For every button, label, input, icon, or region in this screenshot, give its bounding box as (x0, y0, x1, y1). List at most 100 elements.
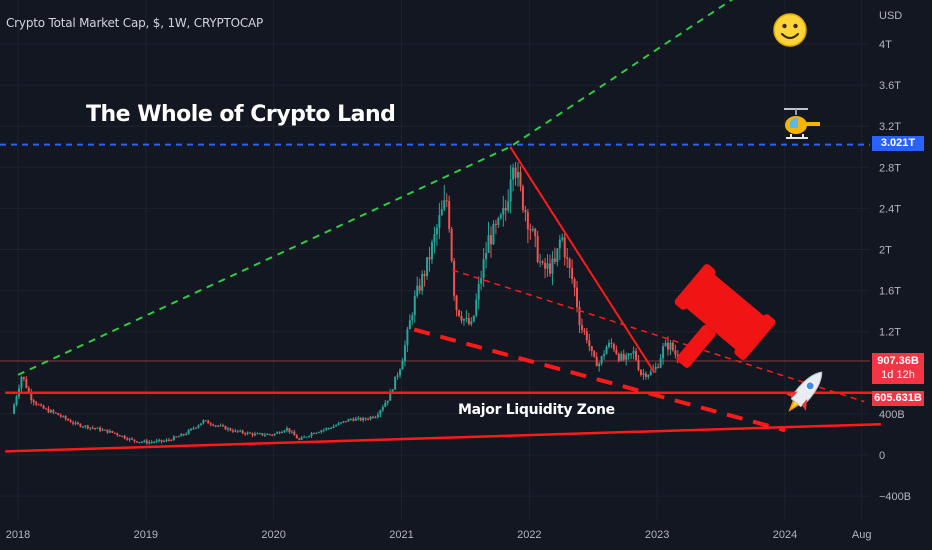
candle-body-173 (438, 215, 441, 229)
candle-body-252 (632, 351, 635, 354)
candle-body-50 (135, 441, 138, 443)
candle-body-92 (239, 430, 242, 432)
liquidity-zone-label: Major Liquidity Zone (458, 402, 615, 418)
price-tick-label-9: 0 (879, 450, 885, 462)
candle-body-20 (62, 416, 65, 418)
candle-body-185 (467, 318, 470, 325)
candle-body-248 (622, 353, 625, 360)
candle-body-88 (229, 428, 232, 431)
candle-body-168 (426, 257, 429, 276)
candle-body-163 (413, 295, 416, 316)
price-tick-label-3: 2.8T (879, 162, 901, 174)
candle-body-196 (494, 223, 497, 225)
candle-body-89 (231, 430, 234, 432)
candle-body-109 (281, 431, 284, 434)
candle-body-202 (509, 179, 512, 202)
candle-body-93 (241, 430, 244, 434)
rising-floor-line[interactable] (5, 422, 881, 453)
candle-body-264 (662, 346, 665, 359)
candle-body-214 (539, 261, 542, 263)
candle-body-9 (35, 402, 38, 405)
candle-body-98 (253, 433, 256, 436)
bar-countdown: 1d 12h (881, 369, 915, 381)
candle-body-256 (642, 373, 645, 375)
candle-body-25 (74, 422, 77, 424)
candle-body-195 (492, 223, 495, 245)
candle-body-110 (283, 430, 286, 432)
candle-body-238 (598, 363, 601, 367)
candle-body-51 (138, 441, 141, 443)
support-price-badge: 605.631B (872, 391, 924, 406)
price-axis[interactable]: 4T 3.6T 3.2T 2.8T 2.4T 2T 1.6T 1.2T 400B 0 −400B (879, 39, 911, 503)
candle-body-118 (303, 436, 306, 438)
candle-body-226 (568, 258, 571, 269)
candle-body-113 (290, 431, 293, 433)
lower-channel-dashed-line[interactable] (413, 327, 786, 433)
candle-body-231 (580, 325, 583, 331)
helicopter-icon (784, 108, 820, 139)
candle-body-154 (391, 389, 394, 392)
candle-body-255 (639, 370, 642, 375)
candle-body-99 (256, 433, 259, 435)
candle-body-112 (288, 428, 291, 433)
candle-body-94 (244, 433, 247, 435)
candle-body-182 (460, 315, 463, 321)
candle-body-17 (54, 412, 57, 414)
candle-body-128 (327, 428, 330, 430)
candle-body-193 (487, 235, 490, 253)
candle-body-212 (534, 228, 537, 237)
candle-body-266 (666, 342, 669, 350)
time-tick-label-6: 2024 (773, 529, 797, 541)
candle-body-46 (126, 438, 129, 440)
trend-drawings[interactable] (0, 0, 913, 453)
candle-body-1 (15, 396, 18, 405)
candle-body-203 (512, 167, 515, 180)
candle-body-233 (585, 331, 588, 341)
candle-body-206 (519, 171, 522, 187)
candle-body-235 (590, 346, 593, 352)
candle-body-126 (322, 429, 325, 431)
downtrend-resistance-line[interactable] (509, 146, 656, 374)
smiley-face-icon (773, 13, 807, 47)
candle-body-56 (150, 441, 153, 443)
candle-body-117 (300, 437, 303, 440)
candle-body-121 (310, 433, 313, 436)
candle-body-40 (111, 430, 114, 433)
candle-body-232 (583, 330, 586, 332)
candle-body-181 (458, 310, 461, 316)
candle-body-134 (342, 421, 345, 423)
candle-body-74 (194, 427, 197, 429)
candle-body-267 (669, 342, 672, 350)
candle-body-30 (86, 425, 89, 429)
candle-body-190 (480, 278, 483, 284)
upper-channel-dashed-line[interactable] (452, 269, 865, 403)
candle-body-55 (148, 441, 151, 444)
candle-body-64 (170, 439, 173, 441)
candle-body-172 (435, 228, 438, 235)
candle-body-130 (332, 426, 335, 429)
candle-body-114 (293, 431, 296, 436)
candle-body-29 (84, 425, 87, 427)
candle-body-6 (27, 387, 30, 393)
candle-body-22 (67, 418, 70, 421)
time-axis[interactable]: 2018 2019 2020 2021 2022 2023 2024 Aug (6, 529, 872, 541)
candle-body-210 (529, 229, 532, 231)
candle-body-23 (69, 420, 72, 423)
candle-body-61 (163, 441, 166, 443)
candle-body-192 (485, 252, 488, 260)
candle-body-45 (123, 435, 126, 439)
candle-body-5 (25, 379, 28, 388)
candle-body-27 (79, 423, 82, 427)
time-tick-label-0: 2018 (6, 529, 30, 541)
candle-body-219 (551, 258, 554, 274)
candle-body-236 (593, 351, 596, 357)
candle-body-37 (104, 429, 107, 431)
candle-body-81 (212, 424, 215, 426)
time-tick-label-5: 2023 (645, 529, 669, 541)
candle-body-179 (453, 260, 456, 296)
candle-body-70 (185, 433, 188, 435)
currency-label[interactable]: USD (879, 10, 903, 22)
candle-body-158 (401, 361, 404, 370)
candle-body-137 (349, 419, 352, 421)
